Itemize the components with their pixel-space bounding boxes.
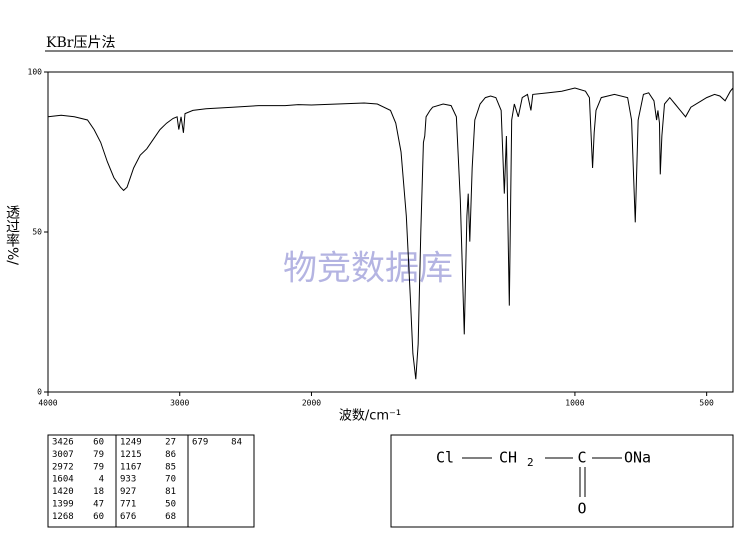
peak-wavenumber: 1249 [120, 438, 142, 448]
peak-wavenumber: 1604 [52, 475, 74, 485]
peak-transmittance: 27 [165, 438, 176, 448]
y-tick-label: 100 [28, 68, 43, 77]
x-axis-label: 波数/cm⁻¹ [339, 409, 401, 424]
atom: ONa [624, 449, 651, 467]
peak-transmittance: 84 [231, 438, 242, 448]
atom: CH [499, 449, 517, 467]
peak-wavenumber: 3426 [52, 438, 74, 448]
atom: Cl [436, 449, 454, 467]
peak-wavenumber: 1167 [120, 462, 142, 472]
peak-transmittance: 68 [165, 512, 176, 522]
peak-transmittance: 81 [165, 487, 176, 497]
peak-wavenumber: 2972 [52, 462, 74, 472]
peak-transmittance: 4 [99, 475, 104, 485]
peak-transmittance: 70 [165, 475, 176, 485]
peak-wavenumber: 1420 [52, 487, 74, 497]
peak-transmittance: 60 [93, 438, 104, 448]
atom: C [577, 449, 586, 467]
peak-wavenumber: 1215 [120, 450, 142, 460]
peak-transmittance: 79 [93, 462, 104, 472]
x-tick-label: 1000 [565, 399, 584, 408]
structure-frame [390, 434, 734, 528]
peak-wavenumber: 3007 [52, 450, 74, 460]
peak-transmittance: 85 [165, 462, 176, 472]
peak-transmittance: 60 [93, 512, 104, 522]
atom-subscript: 2 [527, 456, 534, 469]
atom: O [577, 500, 586, 518]
plot-frame [47, 71, 734, 393]
x-tick-label: 2000 [302, 399, 321, 408]
chart-title: KBr压片法 [46, 35, 115, 51]
x-tick-label: 4000 [38, 399, 57, 408]
peak-transmittance: 86 [165, 450, 176, 460]
x-tick-label: 3000 [170, 399, 189, 408]
watermark: 物竞数据库 [283, 249, 453, 289]
x-tick-label: 500 [699, 399, 714, 408]
peak-wavenumber: 679 [192, 438, 208, 448]
peak-wavenumber: 927 [120, 487, 136, 497]
peak-wavenumber: 676 [120, 512, 136, 522]
y-tick-label: 0 [37, 388, 42, 397]
peak-wavenumber: 1268 [52, 512, 74, 522]
peak-table-frame [47, 434, 255, 528]
peak-transmittance: 50 [165, 500, 176, 510]
y-axis-label: 透过率%/ [4, 205, 20, 265]
peak-wavenumber: 1399 [52, 500, 74, 510]
peak-wavenumber: 771 [120, 500, 136, 510]
peak-transmittance: 79 [93, 450, 104, 460]
peak-transmittance: 47 [93, 500, 104, 510]
peak-transmittance: 18 [93, 487, 104, 497]
spectrum-line [47, 87, 734, 380]
y-tick-label: 50 [32, 228, 42, 237]
peak-wavenumber: 933 [120, 475, 136, 485]
